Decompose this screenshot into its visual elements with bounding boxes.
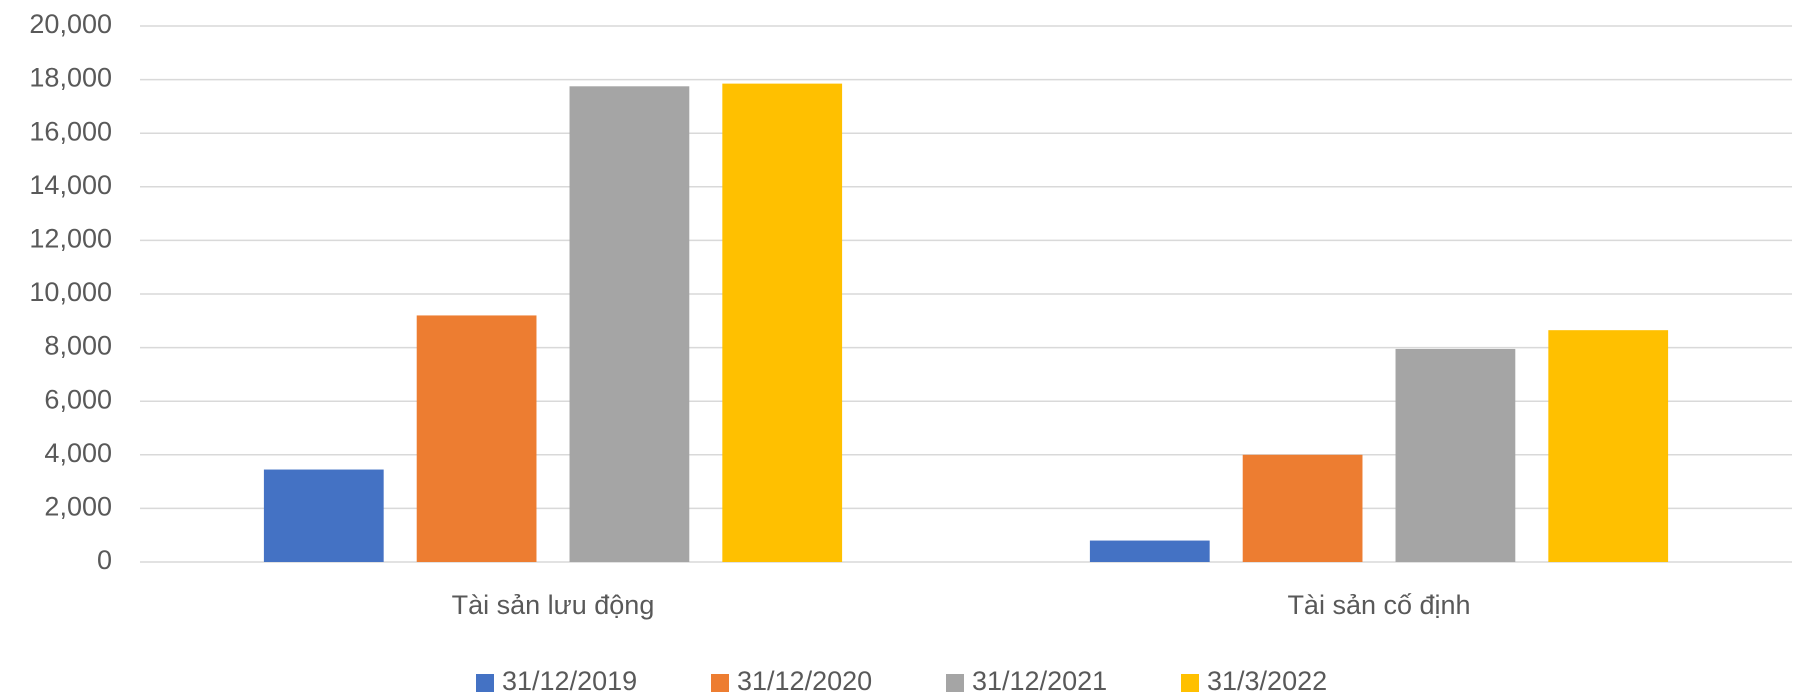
- y-tick-label: 18,000: [29, 63, 112, 93]
- y-tick-label: 10,000: [29, 277, 112, 307]
- bar: [1089, 540, 1210, 562]
- y-tick-label: 16,000: [29, 116, 112, 146]
- legend-swatch: [1181, 674, 1199, 692]
- x-tick-label: Tài sản cố định: [1287, 590, 1470, 620]
- y-tick-label: 14,000: [29, 170, 112, 200]
- legend-label: 31/12/2019: [502, 666, 637, 696]
- bar: [1242, 454, 1363, 562]
- legend-label: 31/12/2020: [737, 666, 872, 696]
- bar: [1548, 330, 1669, 562]
- legend-swatch: [476, 674, 494, 692]
- bar: [569, 86, 690, 563]
- y-tick-label: 6,000: [44, 384, 112, 414]
- bar: [263, 469, 384, 562]
- x-tick-label: Tài sản lưu động: [452, 590, 655, 620]
- y-tick-label: 4,000: [44, 438, 112, 468]
- legend-label: 31/12/2021: [972, 666, 1107, 696]
- y-tick-label: 12,000: [29, 224, 112, 254]
- legend-swatch: [946, 674, 964, 692]
- bar: [416, 315, 537, 562]
- y-tick-label: 2,000: [44, 492, 112, 522]
- y-tick-label: 0: [97, 545, 112, 575]
- legend-swatch: [711, 674, 729, 692]
- y-tick-label: 20,000: [29, 9, 112, 39]
- bar: [722, 83, 843, 563]
- legend-label: 31/3/2022: [1207, 666, 1327, 696]
- y-tick-label: 8,000: [44, 331, 112, 361]
- bar: [1395, 348, 1516, 562]
